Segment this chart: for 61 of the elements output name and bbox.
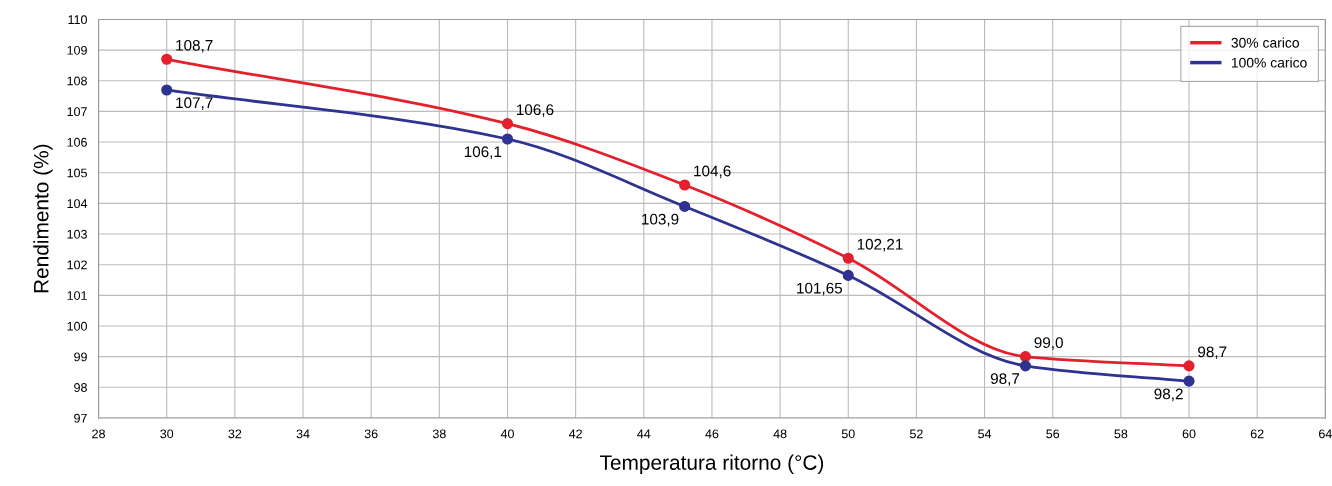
y-tick-label: 110	[68, 15, 87, 25]
point	[501, 133, 514, 145]
data-label: 106,6	[516, 104, 554, 117]
y-tick-label: 100	[67, 321, 87, 331]
data-label: 104,6	[694, 165, 731, 179]
data-label: 101,65	[797, 282, 843, 296]
data-label: 98,7	[990, 373, 1020, 386]
x-tick-label: 44	[637, 429, 651, 439]
y-tick-label: 106	[67, 137, 87, 147]
x-tick-label: 30	[160, 429, 174, 439]
x-tick-label: 52	[909, 429, 923, 439]
point	[842, 269, 854, 281]
x-tick-label: 46	[705, 429, 719, 439]
x-axis-title: Temperatura ritorno (°C)	[600, 454, 824, 475]
data-label: 99,0	[1034, 337, 1063, 350]
x-tick-label: 50	[841, 429, 855, 439]
x-tick-label: 36	[364, 429, 378, 439]
x-tick-label: 28	[92, 429, 105, 439]
y-tick-label: 103	[67, 229, 87, 239]
x-tick-label: 56	[1046, 429, 1060, 439]
y-tick-label: 99	[74, 352, 87, 362]
x-tick-label: 60	[1182, 429, 1196, 439]
y-tick-label: 104	[67, 199, 88, 209]
y-tick-label: 108	[67, 76, 87, 86]
x-tick-label: 62	[1250, 429, 1264, 439]
point	[501, 118, 514, 130]
data-label: 102,21	[857, 238, 903, 252]
x-tick-label: 64	[1319, 429, 1332, 439]
x-tick-label: 54	[978, 429, 992, 439]
x-tick-label: 48	[773, 429, 787, 439]
y-tick-label: 101	[67, 291, 87, 300]
point	[1183, 360, 1195, 372]
y-axis-title: Rendimento (%)	[33, 144, 53, 293]
x-tick-label: 40	[500, 429, 514, 439]
point	[679, 179, 691, 191]
x-tick-label: 32	[228, 429, 242, 439]
point	[842, 252, 854, 264]
x-tick-label: 34	[296, 429, 310, 439]
point	[161, 53, 173, 65]
data-label: 98,2	[1154, 388, 1183, 402]
x-tick-label: 42	[568, 429, 582, 439]
data-label: 107,7	[176, 97, 213, 110]
x-tick-label: 38	[432, 429, 446, 439]
x-tick-label: 58	[1114, 429, 1128, 439]
legend-label: 30% carico	[1231, 37, 1299, 48]
data-label: 108,7	[176, 39, 213, 53]
y-tick-label: 97	[74, 413, 87, 423]
data-label: 103,9	[642, 213, 679, 227]
data-label: 106,1	[464, 146, 502, 159]
point	[1019, 360, 1032, 372]
point	[1019, 351, 1032, 363]
legend-label: 100% carico	[1231, 57, 1307, 68]
point	[161, 84, 173, 96]
y-tick-label: 105	[67, 168, 87, 178]
y-tick-label: 107	[67, 107, 87, 117]
point	[1183, 375, 1195, 387]
y-tick-label: 98	[74, 383, 87, 392]
y-tick-label: 102	[67, 260, 87, 270]
y-tick-label: 109	[67, 45, 87, 55]
data-label: 98,7	[1198, 346, 1227, 360]
point	[679, 200, 691, 212]
